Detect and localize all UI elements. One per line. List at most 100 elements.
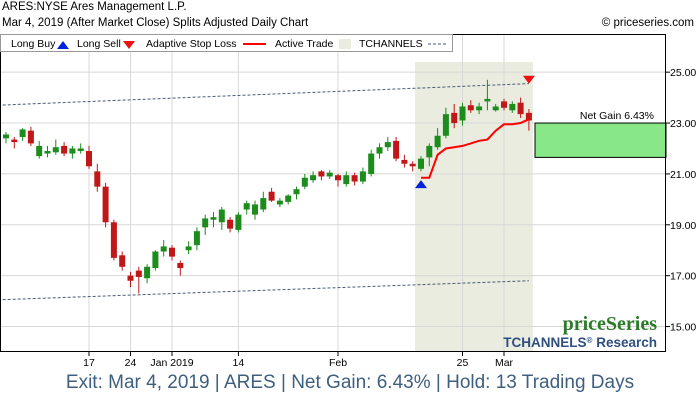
priceseries-logo: priceSeries [563,313,658,335]
legend-adaptive-stop: Adaptive Stop Loss [146,38,236,50]
candlestick [517,97,524,118]
candlestick [27,126,34,146]
trade-summary-footer: Exit: Mar 4, 2019 | ARES | Net Gain: 6.4… [65,372,635,393]
candlestick [102,182,109,228]
research-name: TCHANNELS [503,335,586,350]
candle-body [467,105,474,111]
candle-body [202,218,209,228]
candlestick [318,170,325,181]
y-tick-label: 15.00 [670,322,696,334]
candle-body [160,246,167,252]
channel-upper-line [0,83,529,106]
candle-body [86,151,92,167]
candlestick [144,264,151,284]
candle-body [44,151,51,154]
candle-body [218,209,225,223]
candle-body [509,103,516,111]
candle-body [484,98,491,102]
legend-long-buy: Long Buy [11,38,56,50]
candlestick [509,101,516,113]
candlestick [293,186,300,200]
candle-body [169,247,175,257]
candle-body [393,140,400,159]
candle-body [3,134,9,139]
candlestick [36,140,43,159]
candle-body [77,148,84,152]
copyright-text: © priceseries.com [601,17,694,29]
legend-active-swatch [339,39,351,49]
candle-body [235,214,242,230]
candlestick [459,102,466,126]
candle-body [418,158,424,169]
candlestick [169,245,175,261]
candle-body [351,175,358,182]
adaptive-stop-loss-line [421,118,530,179]
candle-body [442,114,449,136]
candlestick [61,142,68,157]
candle-body [210,217,217,220]
candle-body [69,148,76,154]
candlestick [243,200,250,215]
candle-body [318,171,325,177]
candlestick [401,154,408,168]
candlestick [252,200,258,220]
candlestick [193,227,200,251]
candlestick [160,240,167,257]
candlestick [177,260,184,276]
candle-body [185,246,192,251]
candle-body [260,198,267,210]
candle-body [193,231,200,246]
candlestick [260,191,267,213]
candle-body [451,112,458,124]
legend-buy-arrow [57,41,69,49]
legend-sell-arrow [123,41,135,49]
candlestick [476,102,483,115]
candle-body [152,251,159,269]
price-chart: Net Gain 6.43% 25.00 23.00 21.00 19.00 17.00… [0,34,696,369]
candlestick [442,107,449,139]
candlestick [343,171,350,187]
x-tick-label: 14 [233,357,245,369]
candle-body [492,106,499,111]
candle-body [252,204,258,215]
candlestick [426,143,433,167]
candlestick [492,103,499,112]
candle-body [517,102,524,115]
candlestick [152,250,159,271]
candlestick [11,137,18,149]
candlestick [335,173,341,187]
channel-lower-line [0,280,529,301]
legend-active-trade: Active Trade [275,38,334,50]
candlestick [235,212,242,233]
candle-body [110,222,117,258]
x-tick-label: 25 [457,357,469,369]
candlestick [110,219,117,261]
chart-subtitle: Mar 4, 2019 (After Market Close) Splits … [2,17,309,29]
candle-body [335,175,341,181]
candlestick [368,149,375,177]
candlestick [376,143,383,159]
candlestick [451,103,458,129]
candlestick [44,145,51,158]
candle-body [359,171,366,182]
candle-body [102,186,109,223]
candlestick [94,163,101,192]
candlestick [119,251,126,271]
candle-body [144,266,151,279]
candlestick [69,145,76,159]
candle-body [127,275,134,281]
long-buy-arrow [415,180,427,189]
candlestick [135,266,142,294]
candle-body [285,195,292,202]
candle-body [243,203,250,210]
candle-body [119,255,126,267]
candle-body [310,175,317,181]
x-tick-label: 17 [83,357,95,369]
candlestick [359,167,366,185]
candlestick [418,156,424,172]
candlestick [501,98,507,111]
candlestick [3,131,9,144]
candlestick [393,137,400,162]
long-sell-arrow [522,75,535,84]
candle-body [293,189,300,195]
